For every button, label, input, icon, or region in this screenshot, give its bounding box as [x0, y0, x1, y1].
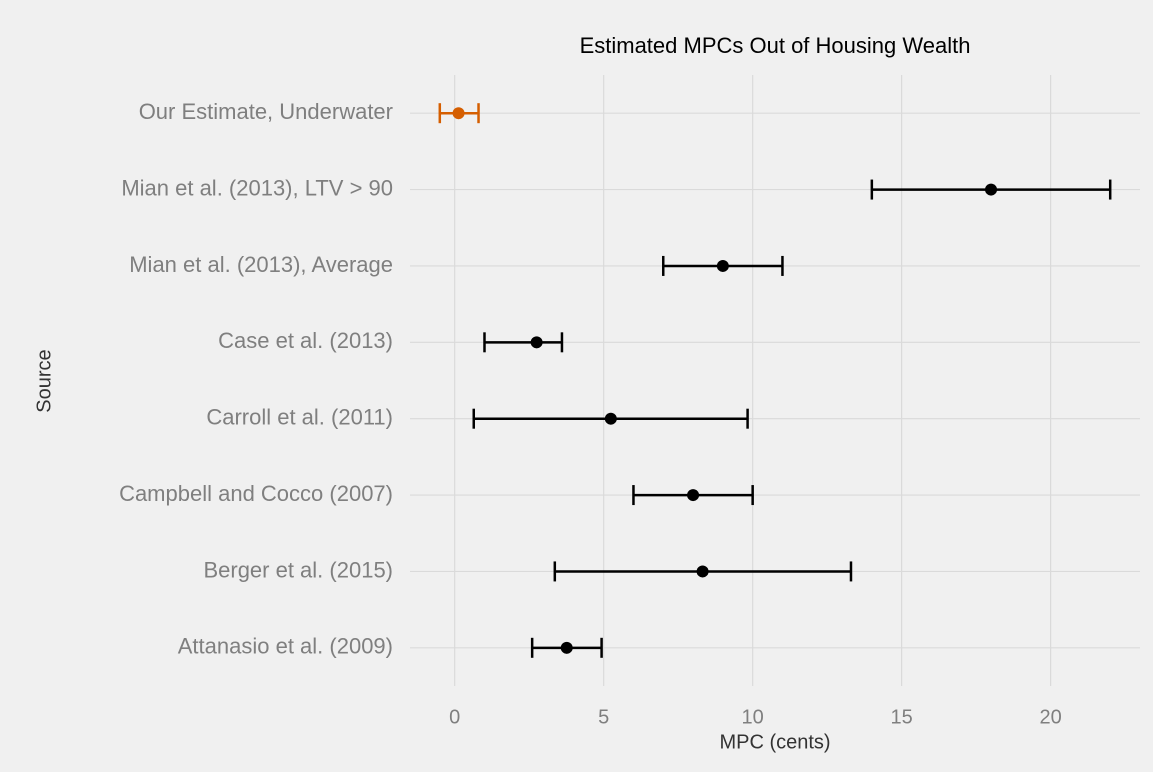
point [687, 489, 700, 502]
x-tick-label: 0 [449, 706, 460, 728]
x-tick-label: 15 [891, 706, 913, 728]
y-tick-label: Our Estimate, Underwater [139, 99, 393, 124]
point [985, 183, 998, 196]
grid: 0 5 10 15 20 Our Estimate, Underwater Mian et … [119, 75, 1140, 728]
x-tick-label: 5 [598, 706, 609, 728]
y-tick-label: Mian et al. (2013), Average [129, 252, 393, 277]
point [452, 107, 465, 120]
point [604, 412, 617, 425]
x-tick-label: 20 [1039, 706, 1061, 728]
x-axis-label: MPC (cents) [719, 731, 830, 753]
y-tick-label: Campbell and Cocco (2007) [119, 481, 393, 506]
marks [438, 103, 1112, 658]
point [560, 641, 573, 654]
point [696, 565, 709, 578]
y-axis-label: Source [33, 349, 55, 412]
point [530, 336, 543, 349]
y-tick-label: Berger et al. (2015) [203, 557, 393, 582]
y-tick-label: Attanasio et al. (2009) [178, 634, 393, 659]
point [716, 259, 729, 272]
y-tick-label: Case et al. (2013) [218, 328, 393, 353]
y-tick-label: Mian et al. (2013), LTV > 90 [121, 175, 393, 200]
x-tick-label: 10 [742, 706, 764, 728]
chart-title: Estimated MPCs Out of Housing Wealth [580, 33, 971, 58]
y-tick-label: Carroll et al. (2011) [206, 405, 393, 430]
